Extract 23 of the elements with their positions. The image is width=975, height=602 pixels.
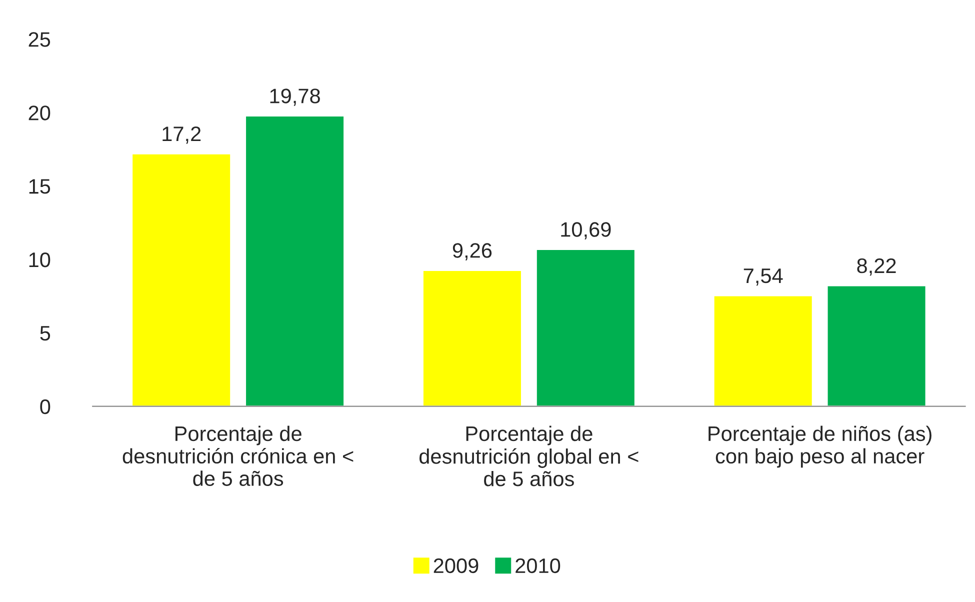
y-tick-label: 0 [40, 399, 50, 414]
legend-label: 2009 [434, 558, 478, 574]
bar [712, 294, 814, 406]
bar [826, 284, 927, 406]
legend-label: 2010 [516, 558, 560, 574]
y-tick-label: 15 [29, 179, 50, 194]
x-tick-label: Porcentaje de desnutrición global en < de 5 años [420, 426, 638, 486]
data-label: 10,69 [561, 222, 611, 240]
x-tick-label: Porcentaje de desnutrición crónica en < de 5 años [122, 426, 354, 486]
data-label: 17,2 [162, 126, 201, 144]
bar [244, 115, 345, 406]
data-label: 9,26 [452, 243, 492, 260]
bar [422, 270, 522, 406]
y-tick-label: 10 [29, 252, 50, 268]
bar [536, 248, 636, 406]
data-label: 19,78 [270, 88, 320, 106]
y-tick-label: 25 [28, 32, 50, 47]
data-label: 7,54 [744, 268, 783, 286]
data-label: 8,22 [857, 258, 896, 276]
bar [131, 153, 232, 406]
x-tick-label: Porcentaje de niños (as) con bajo peso al nacer [708, 426, 932, 468]
y-tick-label: 20 [28, 106, 50, 120]
y-tick-label: 5 [40, 326, 50, 341]
